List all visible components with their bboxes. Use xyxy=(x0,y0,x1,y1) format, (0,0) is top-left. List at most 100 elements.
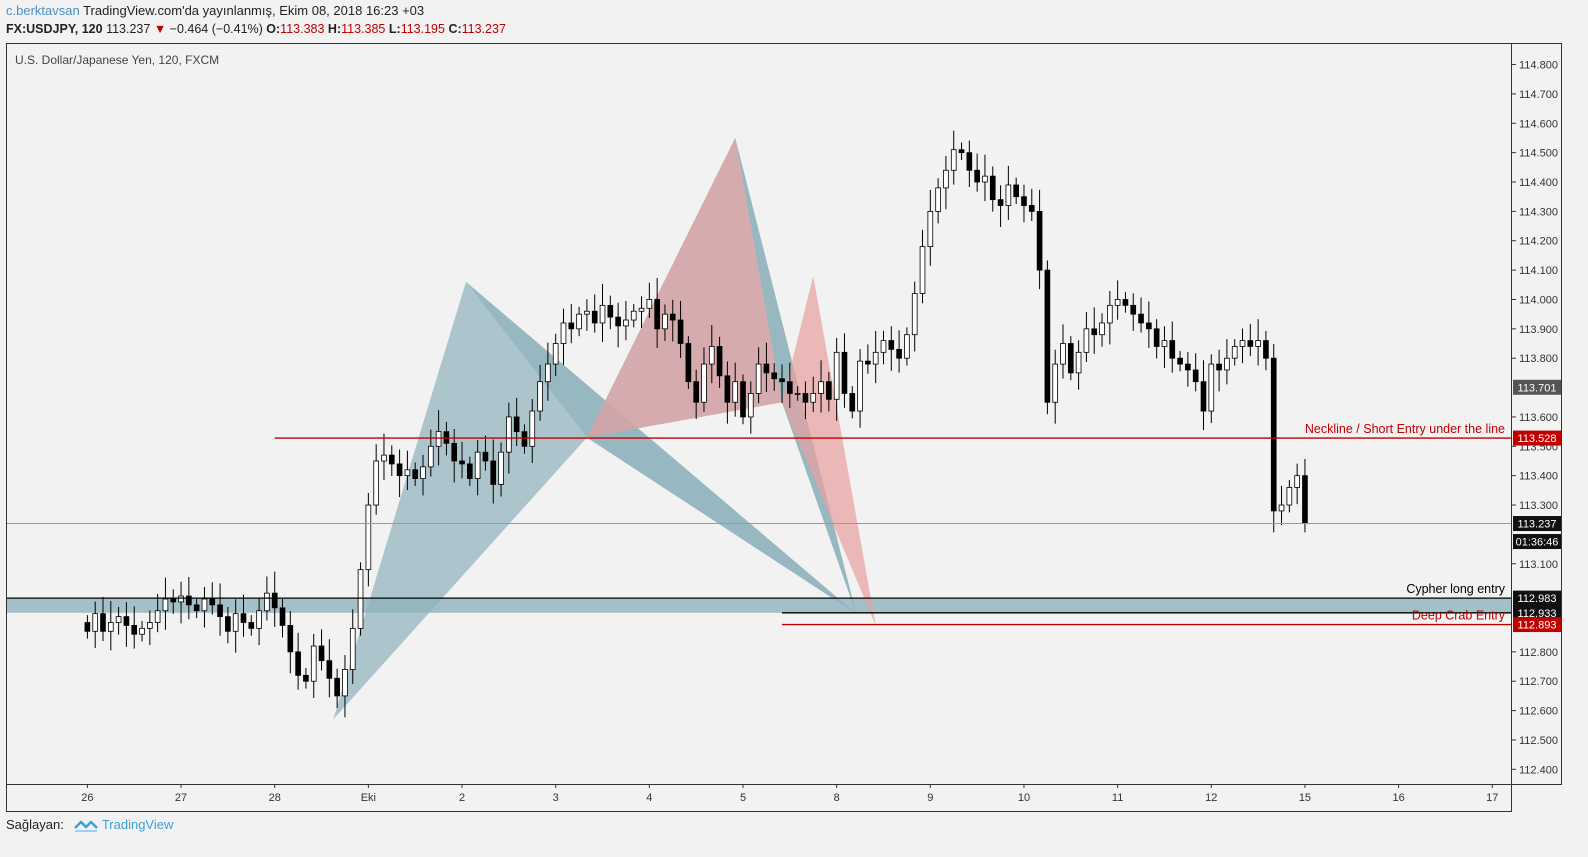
candle xyxy=(1239,340,1246,347)
y-tick-label: 113.100 xyxy=(1519,559,1558,571)
tradingview-link[interactable]: TradingView xyxy=(73,817,173,832)
candle xyxy=(865,360,871,365)
candle xyxy=(342,669,348,697)
time-axis[interactable] xyxy=(6,784,1512,812)
candle xyxy=(506,416,512,453)
candle xyxy=(935,187,941,212)
candle xyxy=(545,363,551,383)
candle xyxy=(810,393,817,403)
y-tick-label: 113.600 xyxy=(1519,412,1558,424)
price-tag xyxy=(1513,379,1561,395)
candle xyxy=(264,592,270,612)
candle xyxy=(1021,196,1027,206)
candle xyxy=(1294,475,1300,488)
candle xyxy=(451,442,458,462)
candle xyxy=(162,598,169,612)
price-tag xyxy=(1513,534,1561,550)
price-tag-label: 01:36:46 xyxy=(1516,537,1559,549)
candle xyxy=(623,319,629,327)
price-tag-label: 113.528 xyxy=(1518,433,1557,445)
candle xyxy=(373,460,379,506)
y-tick-label: 113.400 xyxy=(1519,471,1558,483)
candle xyxy=(310,645,317,682)
candle xyxy=(599,304,606,324)
ohlc-legend: FX:USDJPY, 120 113.237 ▼ −0.464 (−0.41%)… xyxy=(6,21,506,37)
price-tag-label: 112.893 xyxy=(1518,620,1557,632)
candle xyxy=(802,393,809,403)
x-tick-label: 15 xyxy=(1299,792,1311,804)
candle xyxy=(459,460,465,465)
candle xyxy=(115,616,122,623)
candle xyxy=(1200,381,1207,412)
candle xyxy=(1146,322,1152,330)
y-tick-label: 114.800 xyxy=(1519,60,1558,72)
candle xyxy=(747,393,754,418)
y-tick-label: 114.400 xyxy=(1519,177,1558,189)
down-arrow-icon: ▼ xyxy=(153,22,167,36)
candle xyxy=(256,610,262,629)
candle xyxy=(412,469,419,480)
candle xyxy=(537,381,543,412)
author-link[interactable]: c.berktavsan xyxy=(6,3,80,18)
candle xyxy=(100,613,106,632)
x-tick-label: 17 xyxy=(1486,792,1498,804)
candle xyxy=(1114,299,1121,306)
candle xyxy=(201,598,208,612)
candle xyxy=(693,381,699,403)
candle xyxy=(1302,475,1308,524)
x-tick-label: 16 xyxy=(1392,792,1404,804)
candle xyxy=(1044,269,1051,403)
candle xyxy=(217,604,223,618)
candle xyxy=(498,451,504,485)
pattern-crab-bearish xyxy=(782,275,876,626)
candle xyxy=(584,310,590,315)
price-tag xyxy=(1513,617,1561,633)
candle xyxy=(927,210,934,248)
candle xyxy=(1185,363,1191,371)
candle xyxy=(1083,328,1090,353)
candle xyxy=(193,604,200,612)
candle xyxy=(295,651,301,676)
candle xyxy=(950,149,957,171)
candle xyxy=(279,607,286,626)
candle xyxy=(1028,205,1035,212)
candle xyxy=(1208,363,1215,412)
candle xyxy=(701,363,707,403)
candle xyxy=(826,381,832,400)
high-label: H: xyxy=(327,22,342,36)
x-tick-label: 26 xyxy=(81,792,93,804)
plot-area[interactable] xyxy=(6,43,1512,785)
candle xyxy=(1278,504,1285,512)
price-tag-label: 112.933 xyxy=(1518,608,1557,620)
entry-zone xyxy=(7,598,1511,613)
price-tag-label: 113.701 xyxy=(1518,382,1557,394)
candle xyxy=(232,613,239,632)
footer: Sağlayan: TradingView xyxy=(6,817,173,832)
candle xyxy=(724,375,731,403)
candle xyxy=(888,340,895,350)
candle xyxy=(84,622,91,632)
candle xyxy=(467,463,473,480)
price-axis[interactable] xyxy=(1511,43,1562,785)
candle xyxy=(529,410,536,447)
candle xyxy=(654,299,660,330)
published-text: TradingView.com'da yayınlanmış, Ekim 08,… xyxy=(83,3,425,18)
candle xyxy=(997,199,1004,206)
candle xyxy=(552,343,559,365)
candle xyxy=(911,293,918,336)
candle xyxy=(1107,304,1113,324)
publish-info: c.berktavsan TradingView.com'da yayınlan… xyxy=(6,3,424,19)
y-tick-label: 114.600 xyxy=(1519,118,1558,130)
candle xyxy=(521,431,528,447)
candle xyxy=(1091,328,1098,336)
x-tick-label: 4 xyxy=(646,792,652,804)
y-tick-label: 112.400 xyxy=(1519,764,1558,776)
x-tick-label: Eki xyxy=(361,792,376,804)
candle xyxy=(943,169,949,189)
candle xyxy=(779,378,785,383)
high-value: 113.385 xyxy=(341,22,386,36)
close-value: 113.237 xyxy=(461,22,506,36)
candle xyxy=(287,625,294,653)
candle xyxy=(107,622,114,632)
